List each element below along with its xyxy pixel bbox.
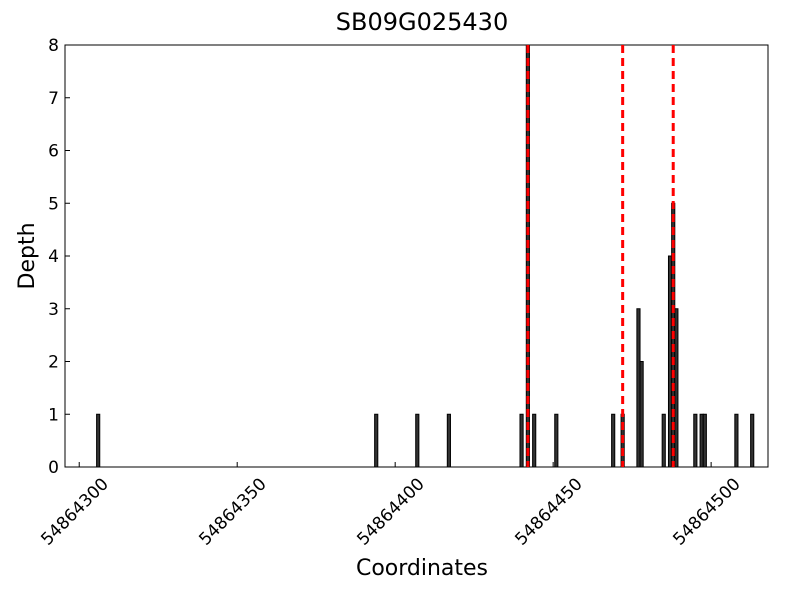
x-axis-label: Coordinates	[356, 556, 488, 581]
y-tick-label: 2	[48, 353, 59, 373]
bar	[611, 413, 616, 468]
y-tick-label: 1	[48, 405, 59, 425]
x-tick-label: 54864400	[353, 474, 428, 549]
bar	[661, 413, 666, 468]
y-tick-label: 7	[48, 89, 59, 109]
y-axis-label: Depth	[15, 222, 40, 289]
bar	[96, 413, 101, 468]
x-tick-label: 54864450	[511, 474, 586, 549]
y-tick-label: 6	[48, 142, 59, 162]
y-tick-label: 4	[48, 247, 59, 267]
y-tick-label: 5	[48, 194, 59, 214]
y-tick-label: 3	[48, 300, 59, 320]
bar	[734, 413, 739, 468]
chart-title: SB09G025430	[336, 8, 508, 36]
bar	[702, 413, 707, 468]
x-tick-label: 54864350	[195, 474, 270, 549]
bar	[415, 413, 420, 468]
bar	[446, 413, 451, 468]
bar	[532, 413, 537, 468]
bar	[674, 308, 679, 468]
bar	[554, 413, 559, 468]
y-tick-label: 0	[48, 458, 59, 478]
bar	[519, 413, 524, 468]
x-tick-label: 54864500	[669, 474, 744, 549]
plot-frame	[64, 44, 769, 468]
x-tick-label: 54864300	[37, 474, 112, 549]
bar	[750, 413, 755, 468]
bar	[374, 413, 379, 468]
bar	[693, 413, 698, 468]
y-tick-label: 8	[48, 36, 59, 56]
bar	[639, 361, 644, 468]
